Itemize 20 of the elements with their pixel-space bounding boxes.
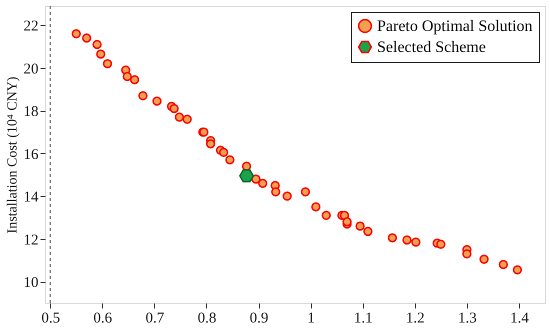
y-tick-label: 16 [24,146,39,163]
x-tick-label: 0.8 [198,310,216,326]
y-axis-title: Installation Cost (10⁴ CNY) [6,76,20,234]
y-tick-label: 12 [24,232,38,248]
y-tick-label: 18 [24,104,38,120]
x-tick-label: 0.9 [250,310,268,326]
x-tick-label: 0.5 [41,310,60,326]
legend-label: Pareto Optimal Solution [377,18,533,35]
x-tick-label: 1.2 [406,310,425,326]
x-tick-label: 1.4 [510,310,530,326]
x-tick-label: 1.3 [458,310,477,326]
y-tick-label: 22 [24,18,38,35]
y-tick-label: 20 [24,61,38,78]
x-tick-label: 0.7 [146,310,165,326]
y-tick-label: 10 [24,275,38,292]
x-tick-label: 0.6 [93,310,113,326]
x-tick-label: 1 [307,310,315,326]
y-tick-label: 14 [24,190,39,206]
legend-label: Selected Scheme [377,39,486,56]
x-tick-label: 1.1 [354,310,373,326]
